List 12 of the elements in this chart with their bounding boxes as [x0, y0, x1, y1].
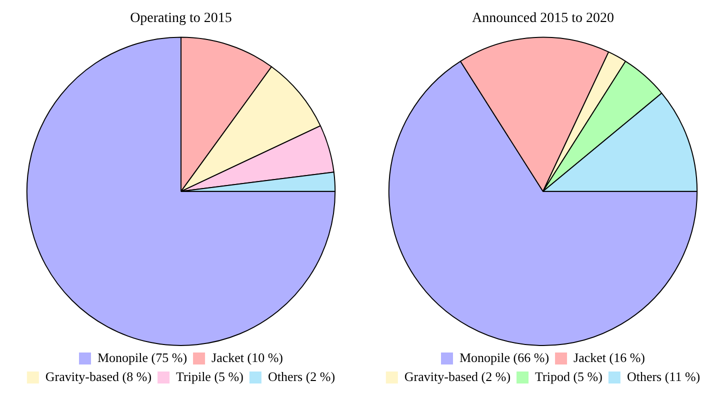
legend-label: Monopile (66 %)	[459, 350, 550, 365]
legend-label: Others (2 %)	[268, 368, 336, 384]
legend-label: Gravity-based (2 %)	[404, 368, 511, 384]
legend-label: Others (11 %)	[626, 368, 700, 384]
chart-title: Operating to 2015	[130, 11, 232, 26]
legend-label: Monopile (75 %)	[97, 350, 188, 365]
legend-label: Jacket (10 %)	[212, 350, 284, 365]
legend-label: Gravity-based (8 %)	[45, 368, 152, 384]
legend-label: Jacket (16 %)	[574, 350, 646, 365]
legend-label: Tripile (5 %)	[176, 368, 244, 384]
chart-title: Announced 2015 to 2020	[472, 11, 614, 26]
legend-label: Tripod (5 %)	[535, 368, 602, 384]
